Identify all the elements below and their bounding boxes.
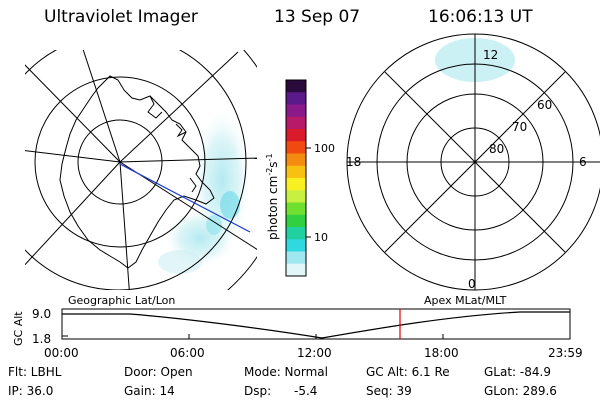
colorbar-tick-10: 10	[314, 231, 328, 244]
colorbar-band	[286, 202, 306, 216]
colorbar-band	[286, 214, 306, 228]
timeline-ylabel: GC Alt	[12, 311, 25, 346]
xtick-0600: 06:00	[170, 346, 205, 360]
gcalt-info: GC Alt: 6.1 Re	[366, 365, 450, 379]
colorbar-band	[286, 116, 306, 130]
colorbar-band	[286, 80, 306, 93]
mlt-label-6: 6	[579, 155, 587, 169]
colorbar-band	[286, 153, 306, 167]
mlt-label-0: 0	[468, 277, 476, 291]
ip-info: IP: 36.0	[8, 384, 54, 398]
coastline	[59, 75, 215, 269]
timeline-left-title: Geographic Lat/Lon	[68, 294, 175, 307]
ytick-top: 9.0	[32, 307, 51, 321]
mlat-label-80: 80	[489, 142, 504, 156]
colorbar-band	[286, 178, 306, 191]
colorbar-band	[286, 251, 306, 265]
colorbar-band	[286, 227, 306, 240]
polar-mlt-plot: 12 18 6 0 60 70 80	[346, 33, 600, 291]
seq-info: Seq: 39	[366, 384, 412, 398]
colorbar-band	[286, 141, 306, 154]
xtick-0000: 00:00	[44, 346, 79, 360]
colorbar-band	[286, 92, 306, 105]
timeline-right-title: Apex MLat/MLT	[424, 294, 507, 307]
colorbar-tick-100: 100	[314, 142, 335, 155]
xtick-2359: 23:59	[548, 346, 583, 360]
colorbar-band	[286, 104, 306, 118]
mlat-label-60: 60	[537, 98, 552, 112]
mlat-label-70: 70	[512, 120, 527, 134]
xtick-1200: 12:00	[297, 346, 332, 360]
altitude-timeline: Geographic Lat/Lon Apex MLat/MLT GC Alt …	[12, 294, 583, 360]
instrument-title: Ultraviolet Imager	[44, 7, 198, 27]
colorbar-band	[286, 165, 306, 179]
mlt-label-18: 18	[346, 155, 361, 169]
door-info: Door: Open	[124, 365, 193, 379]
ground-track	[119, 163, 251, 233]
date-label: 13 Sep 07	[274, 7, 361, 27]
glat-info: GLat: -84.9	[484, 365, 551, 379]
mlt-label-12: 12	[483, 48, 498, 62]
dsp-value: -5.4	[294, 384, 318, 398]
altitude-curve	[62, 311, 570, 339]
gain-info: Gain: 14	[124, 384, 175, 398]
colorbar-band	[286, 263, 306, 277]
glon-info: GLon: 289.6	[484, 384, 557, 398]
time-label: 16:06:13 UT	[428, 7, 533, 27]
colorbar-band	[286, 190, 306, 203]
geographic-map	[25, 50, 257, 290]
mode-info: Mode: Normal	[244, 365, 328, 379]
colorbar-unit-label: photon cm-2s-1	[265, 153, 280, 240]
color-scale-bar	[286, 80, 306, 277]
filter-info: Flt: LBHL	[8, 365, 62, 379]
colorbar-band	[286, 239, 306, 252]
ytick-bottom: 1.8	[32, 332, 51, 346]
colorbar-band	[286, 129, 306, 142]
xtick-1800: 18:00	[424, 346, 459, 360]
dsp-label: Dsp:	[244, 384, 272, 398]
aurora-emission	[158, 112, 250, 274]
